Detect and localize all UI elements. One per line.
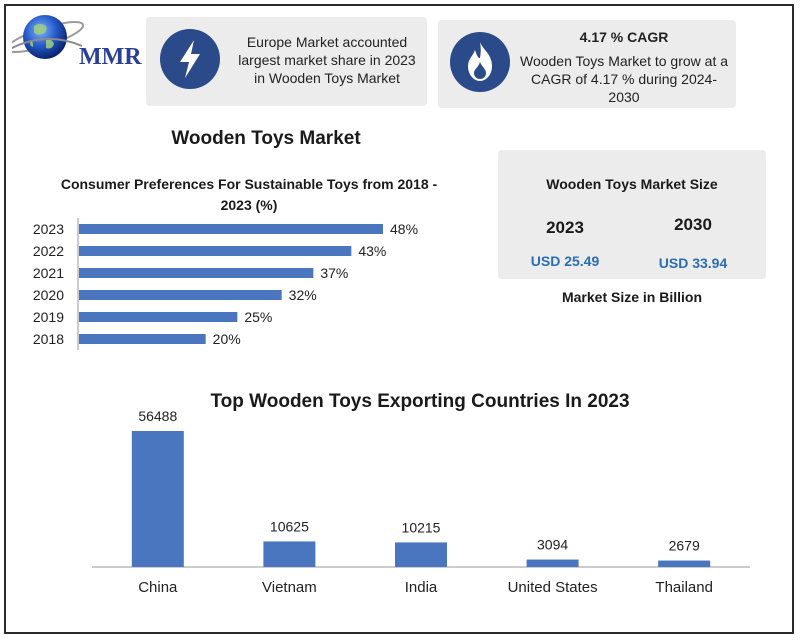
preferences-tick-label: 2023 [33,221,64,237]
info-box-europe: Europe Market accounted largest market s… [146,17,427,106]
preferences-tick-label: 2022 [33,243,64,259]
preferences-data-label: 48% [390,221,418,237]
exports-tick-label: India [405,579,438,596]
mmr-logo: MMR [5,10,142,72]
preferences-tick-label: 2021 [33,265,64,281]
preferences-bar [79,334,206,344]
exports-data-label: 3094 [537,537,568,553]
cagr-title: 4.17 % CAGR [579,29,669,45]
info-box-cagr: 4.17 % CAGR Wooden Toys Market to grow a… [438,20,736,108]
preferences-data-label: 25% [244,309,272,325]
info-europe-text: Europe Market accounted largest market s… [238,34,416,86]
preferences-data-label: 20% [213,331,241,347]
lightning-icon [160,29,220,89]
preferences-bar [79,246,352,256]
main-title: Wooden Toys Market [171,128,361,149]
preferences-data-label: 37% [320,265,348,281]
exports-data-label: 2679 [669,538,700,554]
flame-icon [450,32,510,92]
cagr-text: Wooden Toys Market to grow at a CAGR of … [519,53,729,105]
market-size-panel: Wooden Toys Market Size 2023 2030 USD 25… [498,150,766,279]
exports-bar [395,542,447,567]
exports-tick-label: China [138,579,178,596]
exports-tick-label: United States [508,579,598,596]
exports-bar [658,560,711,567]
preferences-bar [79,290,282,300]
exports-data-label: 10215 [402,519,441,535]
exports-data-label: 10625 [270,518,309,534]
exports-bar [526,559,579,567]
market-size-title: Wooden Toys Market Size [546,176,718,192]
globe-icon [5,15,85,59]
preferences-bar [79,312,238,322]
exports-tick-label: Vietnam [262,579,317,596]
preferences-bar [79,268,314,278]
preferences-tick-label: 2020 [33,287,64,303]
preferences-tick-label: 2018 [33,331,64,347]
preferences-chart-title: Consumer Preferences For Sustainable Toy… [60,176,438,213]
infographic-frame [4,4,794,634]
market-size-note: Market Size in Billion [561,289,703,305]
preferences-data-label: 32% [289,287,317,303]
exports-data-label: 56488 [138,408,177,424]
exports-tick-label: Thailand [655,579,713,596]
market-size-year-2030: 2030 [674,215,712,234]
preferences-data-label: 43% [358,243,386,259]
market-size-year-2023: 2023 [546,218,584,237]
export-chart-title: Top Wooden Toys Exporting Countries In 2… [210,391,630,412]
market-size-value-2030: USD 33.94 [658,255,728,271]
exports-bar [131,431,184,567]
exports-bar [263,541,316,567]
preferences-tick-label: 2019 [33,309,64,325]
logo-text: MMR [79,44,142,70]
market-size-value-2023: USD 25.49 [530,253,600,269]
preferences-bar [79,224,383,234]
